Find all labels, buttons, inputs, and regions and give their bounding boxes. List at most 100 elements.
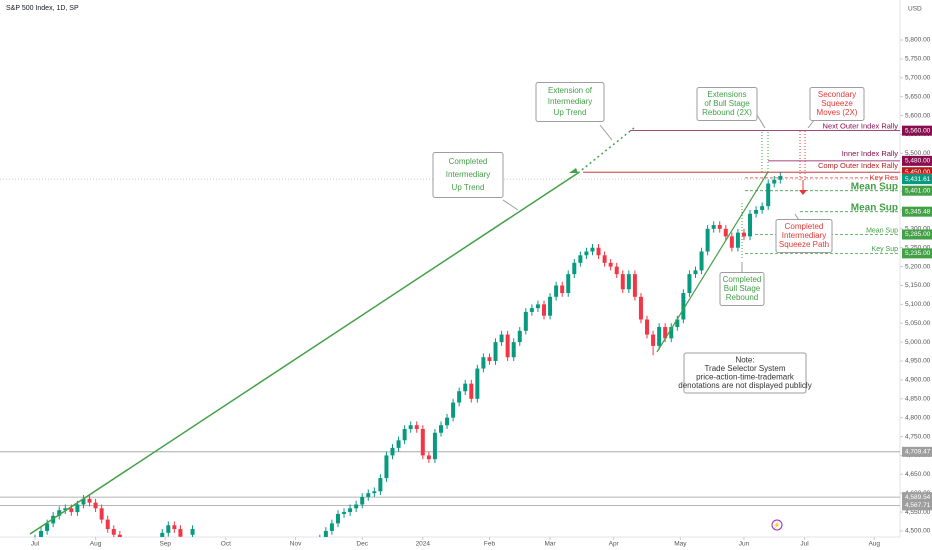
y-tick-label: 5,050.00	[905, 320, 931, 327]
candle-body	[463, 383, 468, 392]
candle-body	[105, 519, 110, 530]
callout-text: Rebound (2X)	[702, 108, 752, 117]
candle-body	[578, 255, 583, 263]
candle-body	[124, 542, 128, 546]
arrow	[569, 168, 578, 173]
candle-body	[366, 493, 371, 497]
callout-text: Intermediary	[548, 97, 592, 106]
currency: USD	[908, 6, 922, 13]
price-box-label: 5,560.00	[905, 127, 931, 134]
y-tick-label: 4,550.00	[905, 509, 931, 516]
x-tick-label: May	[674, 541, 687, 548]
y-tick-label: 4,950.00	[905, 358, 931, 365]
candle-body	[675, 319, 680, 328]
y-tick-label: 5,700.00	[905, 75, 931, 82]
candle-body	[39, 530, 44, 537]
level-label: Key Res	[870, 173, 899, 182]
price-box	[902, 167, 932, 178]
candle-body	[511, 342, 516, 358]
candle-body	[57, 510, 62, 516]
candle-body	[651, 334, 656, 346]
callout-text: Completed	[723, 275, 762, 284]
price-box	[902, 500, 932, 511]
callout-text: Completed	[449, 157, 488, 166]
candle-body	[735, 232, 740, 248]
candle-body	[396, 440, 401, 448]
y-tick-label: 4,900.00	[905, 377, 931, 384]
candle-body	[111, 529, 116, 535]
candle-body	[432, 432, 437, 460]
candle-body	[548, 296, 553, 316]
candle-body	[638, 296, 643, 320]
candle-body	[705, 228, 710, 252]
callout-text: price-action-time-trademark	[696, 372, 795, 381]
candle-body	[626, 274, 631, 290]
candle-body	[529, 308, 534, 312]
price-box	[902, 229, 932, 240]
trend-lines	[29, 127, 807, 535]
callout-text: Intermediary	[446, 170, 490, 179]
candle-body	[99, 508, 104, 520]
y-tick-label: 5,150.00	[905, 282, 931, 289]
candle-body	[566, 274, 571, 294]
price-box	[902, 174, 932, 185]
price-box-label: 5,450.00	[905, 169, 931, 176]
candle-body	[741, 232, 746, 237]
candle-body	[445, 417, 450, 426]
price-box-label: 5,235.00	[905, 250, 931, 257]
x-tick-label: Jul	[800, 541, 809, 548]
callout-text: Rebound	[726, 293, 758, 302]
callout-text: Extensions	[707, 90, 746, 99]
level-label: Key Sup	[872, 246, 899, 253]
callout-pointer	[502, 199, 519, 211]
price-box-label: 4,709.47	[905, 449, 931, 456]
candle-body	[657, 327, 662, 346]
callout-text: Note:	[735, 355, 754, 364]
y-tick-label: 4,500.00	[905, 528, 931, 535]
candle-body	[699, 251, 704, 271]
callout-text: Intermediary	[782, 231, 826, 240]
callout-text: Secondary	[818, 90, 856, 99]
candle-body	[384, 455, 389, 479]
callout-text: Extension of	[548, 86, 593, 95]
candle-body	[178, 529, 183, 537]
x-tick-label: Aug	[90, 541, 102, 548]
y-tick-label: 5,000.00	[905, 339, 931, 346]
event-icon[interactable]	[771, 519, 783, 531]
candle-body	[614, 266, 619, 275]
candle-body	[166, 525, 171, 533]
callout-text: Moves (2X)	[817, 108, 858, 117]
callout-box	[683, 352, 807, 394]
price-box-label: 4,589.54	[905, 494, 931, 501]
candle-body	[723, 228, 728, 237]
trend-line	[656, 171, 769, 353]
candle-body	[323, 530, 328, 537]
chart-title: S&P 500 Index, 1D, SP	[6, 5, 79, 12]
callout-pointer	[599, 124, 613, 141]
price-box-label: 5,431.61	[905, 176, 931, 183]
price-box-label: 5,345.48	[905, 208, 931, 215]
candle-body	[681, 293, 686, 320]
level-label: Comp Outer Index Rally	[818, 161, 898, 170]
callout-text: Up Trend	[452, 183, 485, 192]
callout-text: denotations are not displayed publicly	[678, 381, 811, 390]
candle-body	[469, 383, 474, 399]
candle-body	[772, 179, 777, 184]
candle-body	[760, 206, 765, 210]
callout-box	[809, 87, 865, 121]
candle-body	[117, 534, 122, 537]
candle-body	[414, 425, 419, 429]
candle-body	[481, 357, 486, 369]
y-tick-label: 5,500.00	[905, 150, 931, 157]
candle-body	[372, 491, 377, 494]
candle-body	[505, 334, 510, 358]
candle-body	[378, 478, 383, 492]
candle-body	[663, 327, 668, 339]
y-tick-label: 5,100.00	[905, 301, 931, 308]
price-box	[902, 492, 932, 503]
candle-body	[560, 285, 565, 294]
callout-box	[535, 82, 605, 122]
candle-body	[748, 213, 753, 237]
callout-text: Squeeze	[821, 99, 853, 108]
